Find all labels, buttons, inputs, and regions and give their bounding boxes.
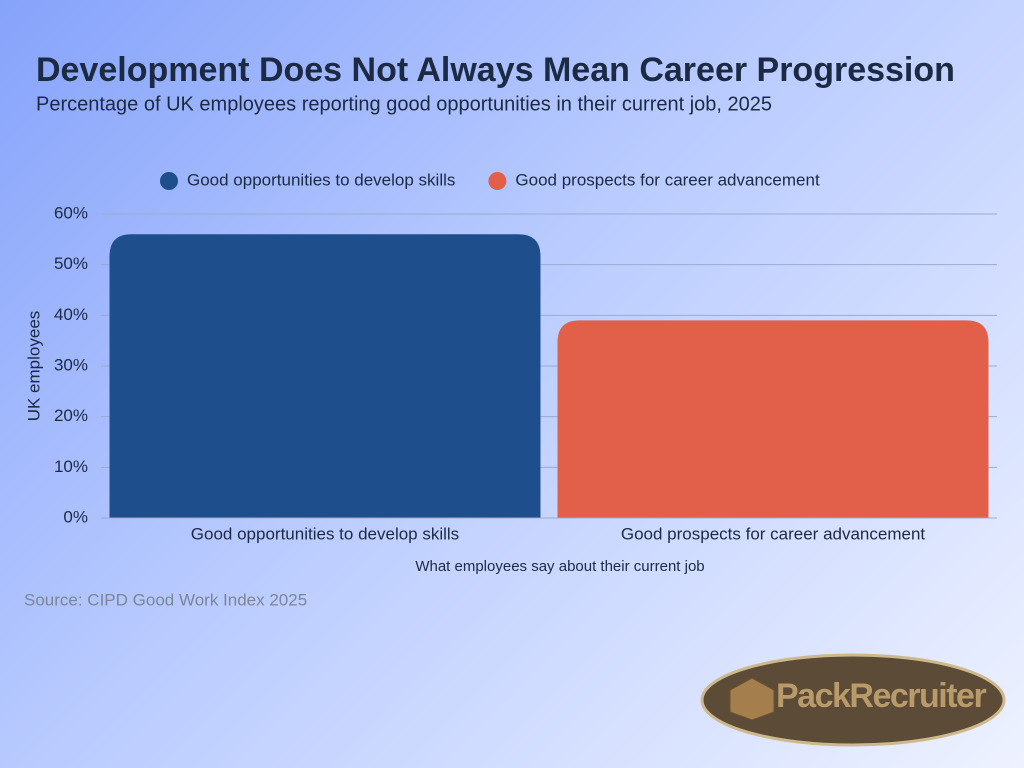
bar — [557, 320, 989, 518]
legend-swatch — [488, 172, 507, 190]
x-tick-label: Good opportunities to develop skills — [191, 524, 459, 543]
chart-subtitle: Percentage of UK employees reporting goo… — [36, 93, 772, 115]
y-axis-title: UK employees — [24, 311, 43, 422]
y-tick-label: 10% — [54, 457, 88, 476]
logo: PackRecruiter — [700, 653, 1006, 747]
logo-box — [729, 677, 775, 721]
x-axis-title: What employees say about their current j… — [415, 558, 704, 575]
y-tick-label: 30% — [54, 355, 88, 374]
logo-text: PackRecruiter — [776, 677, 986, 715]
legend-swatch — [160, 172, 178, 190]
y-tick-label: 20% — [54, 406, 88, 425]
source-note: Source: CIPD Good Work Index 2025 — [24, 590, 307, 609]
y-tick-label: 60% — [54, 203, 88, 222]
chart-title: Development Does Not Always Mean Career … — [36, 51, 955, 89]
logo-badge — [700, 653, 1006, 747]
x-tick-label: Good prospects for career advancement — [621, 524, 926, 543]
legend-label: Good prospects for career advancement — [515, 170, 820, 189]
legend-label: Good opportunities to develop skills — [187, 170, 455, 189]
y-tick-label: 40% — [54, 305, 88, 324]
y-tick-label: 0% — [63, 507, 88, 526]
bar — [109, 234, 541, 518]
y-tick-label: 50% — [54, 254, 88, 273]
